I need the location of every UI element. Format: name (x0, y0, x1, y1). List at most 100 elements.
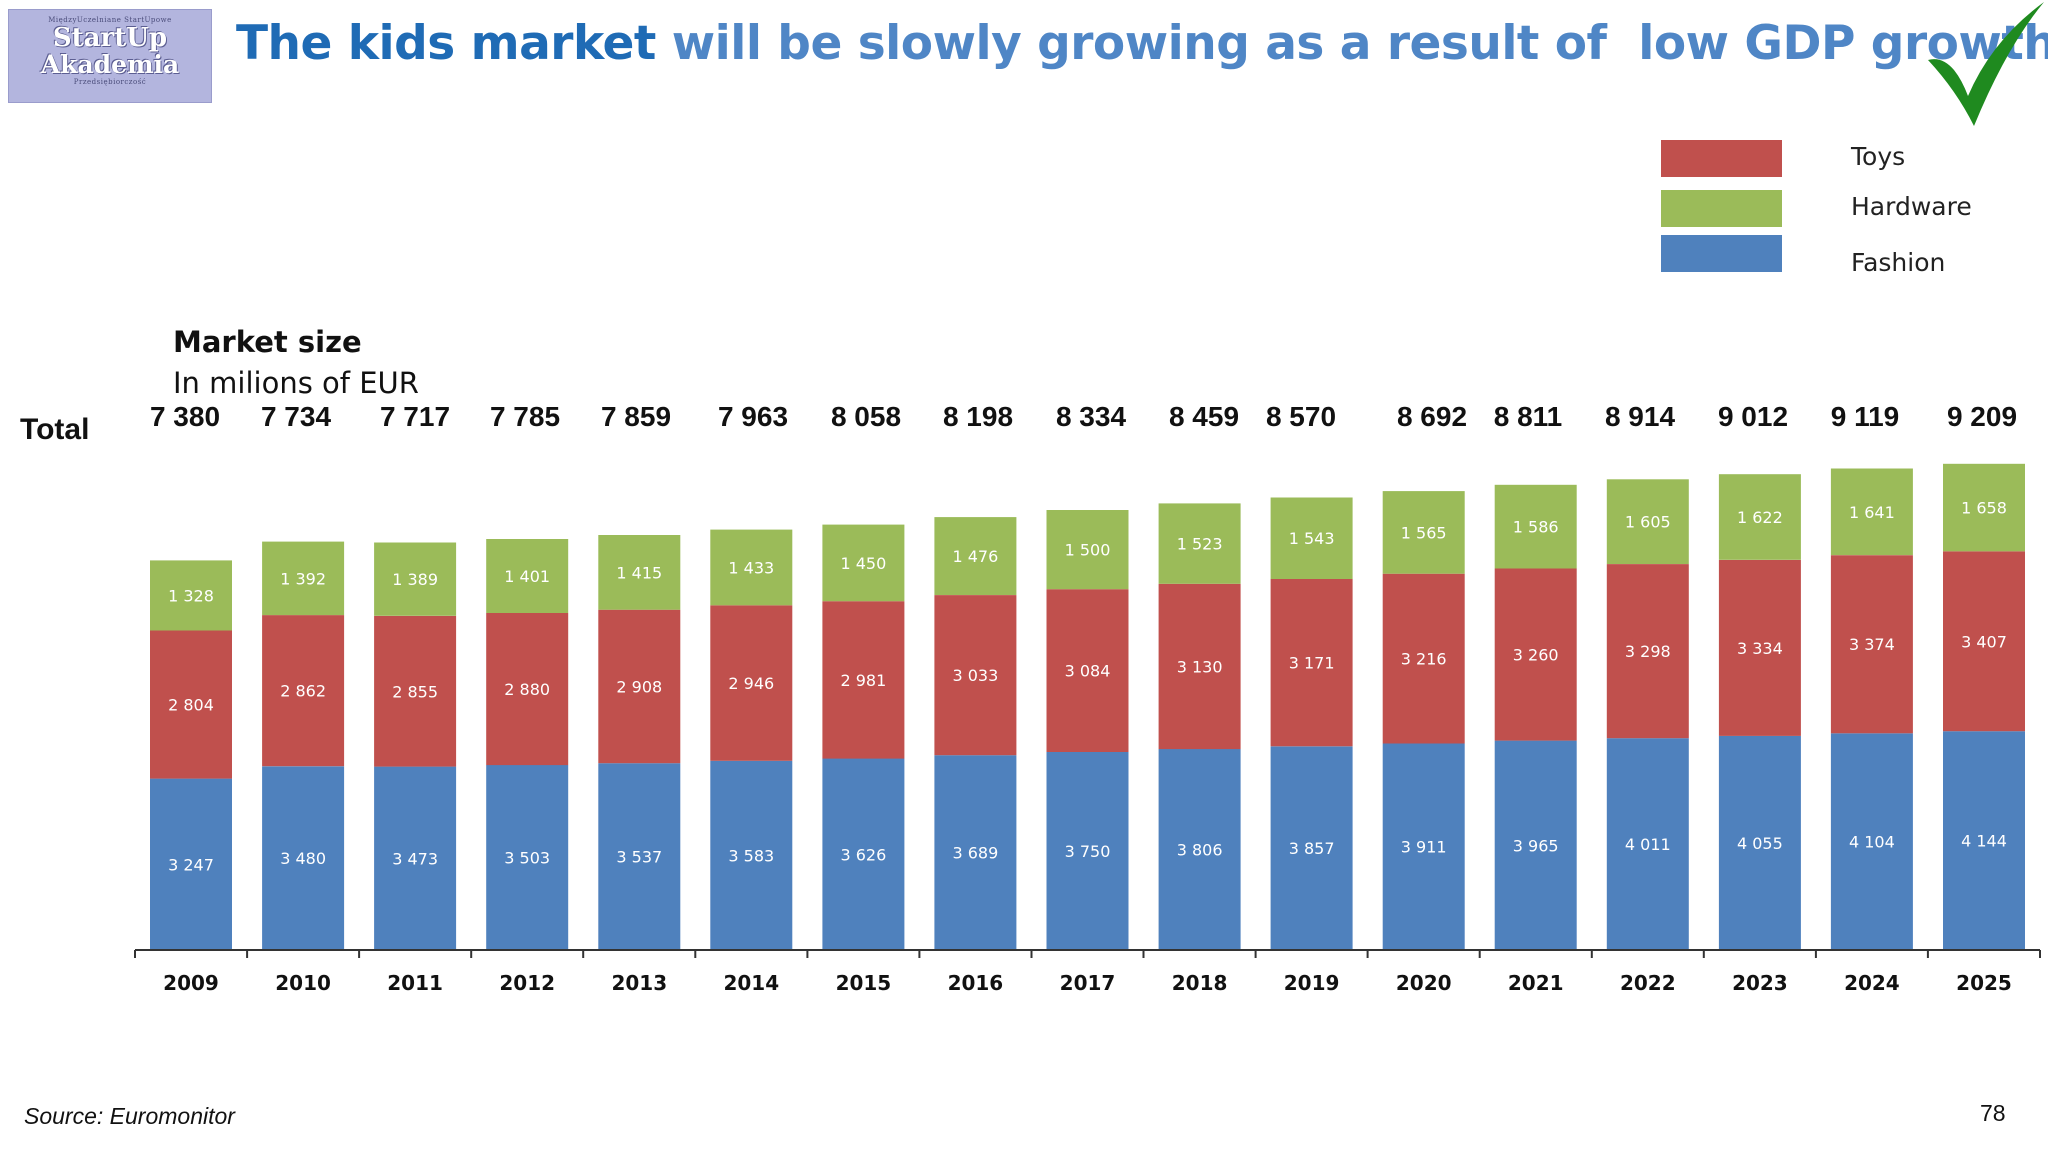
label-toys-2024: 3 374 (1849, 635, 1895, 654)
total-label-2015: 8 058 (831, 401, 901, 432)
slide-title-part1: The kids market (236, 16, 656, 71)
bar-hardware-2009 (150, 560, 232, 631)
chart-total-labels: 7 380 7 734 7 717 7 785 7 859 7 963 8 058 8 198… (150, 401, 2017, 432)
total-label-2017: 8 334 (1056, 401, 1126, 432)
x-tick-label-2019: 2019 (1284, 971, 1340, 995)
bar-hardware-2017 (1046, 510, 1129, 590)
label-toys-2012: 2 880 (504, 680, 550, 699)
label-hardware-2019: 1 543 (1289, 529, 1335, 548)
label-toys-2014: 2 946 (728, 674, 774, 693)
slide-number: 78 (1980, 1100, 2006, 1126)
label-toys-2023: 3 334 (1737, 639, 1783, 658)
bar-toys-2018 (1158, 583, 1241, 750)
label-fashion-2012: 3 503 (504, 849, 550, 868)
x-tick-label-2013: 2013 (611, 971, 667, 995)
bar-hardware-2011 (374, 542, 457, 616)
label-hardware-2014: 1 433 (728, 558, 774, 577)
legend-label-toys: Toys (1851, 142, 1906, 171)
label-fashion-2009: 3 247 (168, 855, 214, 874)
legend-swatch-fashion (1661, 235, 1782, 272)
bar-hardware-2013 (598, 535, 681, 610)
label-fashion-2017: 3 750 (1065, 842, 1111, 861)
x-tick-label-2016: 2016 (948, 971, 1004, 995)
total-label-2023: 9 012 (1718, 401, 1788, 432)
bar-fashion-2019 (1270, 746, 1353, 950)
bar-toys-2009 (150, 630, 232, 779)
bar-fashion-2017 (1046, 752, 1129, 950)
slide-title-part2: will be slowly growing as a result of lo… (655, 16, 2048, 71)
total-label-2010: 7 734 (261, 401, 331, 432)
bar-fashion-2025 (1943, 731, 2025, 950)
total-label-2013: 7 859 (601, 401, 671, 432)
label-fashion-2021: 3 965 (1513, 836, 1559, 855)
x-tick-label-2017: 2017 (1060, 971, 1116, 995)
logo-bottom-text: Przedsiębiorczość (73, 78, 147, 86)
bar-hardware-2023 (1718, 474, 1801, 560)
label-toys-2021: 3 260 (1513, 646, 1559, 665)
total-label-2009: 7 380 (150, 401, 220, 432)
legend-swatch-hardware (1661, 190, 1782, 227)
x-tick-label-2023: 2023 (1732, 971, 1788, 995)
label-hardware-2013: 1 415 (616, 563, 662, 582)
totals-row-label: Total (20, 413, 89, 446)
label-fashion-2025: 4 144 (1961, 832, 2007, 851)
label-fashion-2010: 3 480 (280, 849, 326, 868)
x-tick-label-2009: 2009 (163, 971, 219, 995)
chart-title: Market size (173, 325, 362, 359)
label-toys-2022: 3 298 (1625, 642, 1671, 661)
x-tick-label-2018: 2018 (1172, 971, 1228, 995)
label-toys-2013: 2 908 (616, 678, 662, 697)
label-fashion-2018: 3 806 (1177, 841, 1223, 860)
bar-toys-2023 (1718, 559, 1801, 736)
label-fashion-2023: 4 055 (1737, 834, 1783, 853)
bar-fashion-2022 (1606, 738, 1689, 950)
x-tick-label-2010: 2010 (275, 971, 331, 995)
total-label-2014: 7 963 (718, 401, 788, 432)
label-fashion-2020: 3 911 (1401, 838, 1447, 857)
bar-hardware-2021 (1494, 484, 1577, 569)
bar-toys-2014 (710, 605, 793, 761)
bar-hardware-2015 (822, 524, 905, 602)
label-hardware-2024: 1 641 (1849, 503, 1895, 522)
bar-hardware-2022 (1606, 479, 1689, 564)
label-fashion-2011: 3 473 (392, 849, 438, 868)
total-label-2019: 8 570 (1266, 401, 1336, 432)
label-hardware-2012: 1 401 (504, 567, 550, 586)
bar-toys-2022 (1606, 564, 1689, 739)
bar-toys-2025 (1943, 551, 2025, 732)
bar-toys-2021 (1494, 568, 1577, 741)
label-hardware-2009: 1 328 (168, 586, 214, 605)
total-label-2022: 8 914 (1605, 401, 1675, 432)
total-label-2018: 8 459 (1169, 401, 1239, 432)
bar-hardware-2020 (1382, 491, 1465, 574)
bar-fashion-2013 (598, 763, 681, 950)
label-fashion-2022: 4 011 (1625, 835, 1671, 854)
bar-fashion-2020 (1382, 743, 1465, 950)
bar-hardware-2012 (486, 539, 569, 613)
label-toys-2016: 3 033 (952, 666, 998, 685)
bar-fashion-2016 (934, 755, 1017, 950)
label-toys-2010: 2 862 (280, 682, 326, 701)
label-toys-2020: 3 216 (1401, 650, 1447, 669)
label-hardware-2018: 1 523 (1177, 535, 1223, 554)
bar-toys-2010 (262, 615, 345, 767)
slide-title: The kids market will be slowly growing a… (236, 14, 2048, 74)
bar-toys-2012 (486, 613, 569, 766)
logo-line2: Akademia (40, 50, 180, 79)
bar-fashion-2011 (374, 766, 457, 950)
total-label-2011: 7 717 (380, 401, 450, 432)
label-fashion-2016: 3 689 (952, 844, 998, 863)
bar-fashion-2015 (822, 758, 905, 950)
bar-fashion-2009 (150, 778, 232, 950)
bar-hardware-2014 (710, 529, 793, 606)
source-note: Source: Euromonitor (24, 1103, 235, 1129)
x-axis: 2009 2010 2011 2012 2013 2014 2015 2016 2017 2018… (134, 949, 2041, 995)
label-hardware-2025: 1 658 (1961, 499, 2007, 518)
bar-toys-2011 (374, 615, 457, 767)
legend-label-fashion: Fashion (1851, 248, 1946, 277)
bar-hardware-2018 (1158, 503, 1241, 584)
x-tick-label-2022: 2022 (1620, 971, 1676, 995)
label-toys-2025: 3 407 (1961, 632, 2007, 651)
label-toys-2009: 2 804 (168, 696, 214, 715)
